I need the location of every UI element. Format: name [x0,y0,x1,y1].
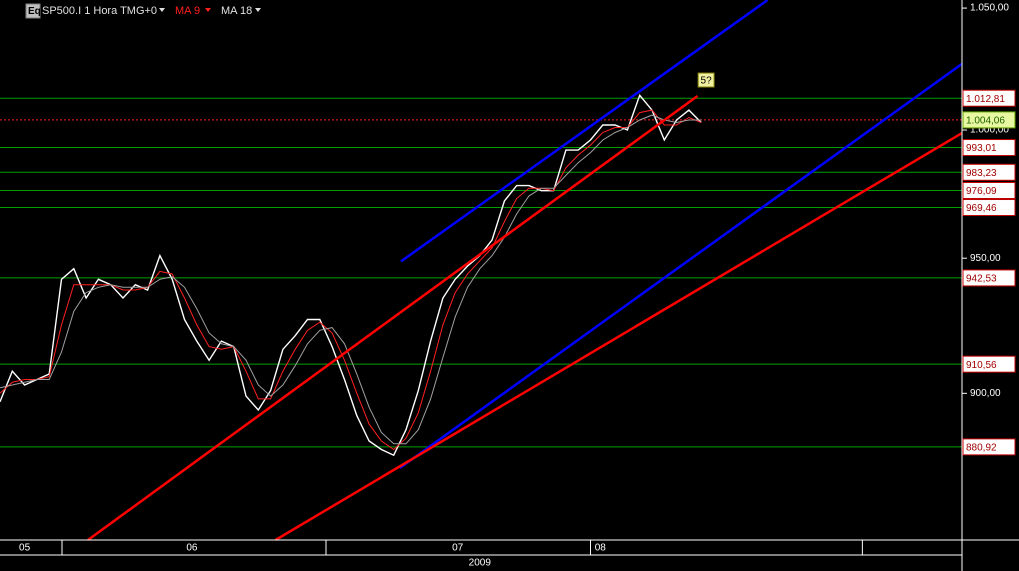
trend-line [87,94,699,542]
current-price-box [962,111,1016,129]
y-tick-label: 950,00 [970,253,1001,264]
icon-text[interactable]: Eq [28,6,41,17]
legend-entry: MA 9 [175,5,200,17]
x-tick-label: 08 [595,543,607,554]
annotation-text: 5? [701,76,713,87]
trend-line [274,131,963,542]
level-label: 983,23 [966,168,997,179]
y-tick-label: 900,00 [970,388,1001,399]
level-label-box [962,139,1016,157]
moving-average [0,114,702,445]
level-label-box [962,438,1016,456]
level-label: 976,09 [966,186,997,197]
level-label-box [962,199,1016,217]
y-tick-label: 1.050,00 [970,3,1009,14]
level-label-box [962,355,1016,373]
level-label-box [962,269,1016,287]
trend-line [399,62,963,470]
legend-entry: MA 18 [221,5,252,17]
level-label: 1.012,81 [966,94,1005,105]
level-label-box [962,163,1016,181]
level-label-box [962,89,1016,107]
level-label: 942,53 [966,274,997,285]
x-tick-label: 05 [19,543,31,554]
moving-average [0,109,702,451]
level-label: 993,01 [966,143,997,154]
level-label: 910,56 [966,360,997,371]
year-label: 2009 [469,558,492,569]
annotation-box [697,72,715,88]
dropdown-arrow[interactable] [255,8,261,12]
plot-area: 5? [0,0,963,542]
icon-box[interactable] [25,3,41,19]
chart-title[interactable]: SP500.I 1 Hora TMG+0 [42,5,157,17]
level-label: 969,46 [966,203,997,214]
level-label-box [962,181,1016,199]
price-line [0,93,702,457]
dropdown-arrow[interactable] [205,8,211,12]
current-price-label: 1.004,06 [966,116,1005,127]
level-label: 880,92 [966,443,997,454]
x-tick-label: 06 [186,543,198,554]
x-tick-label: 07 [452,543,464,554]
dropdown-arrow[interactable] [159,8,165,12]
trend-line [400,0,769,263]
y-tick-label: 1.000,00 [970,125,1009,136]
